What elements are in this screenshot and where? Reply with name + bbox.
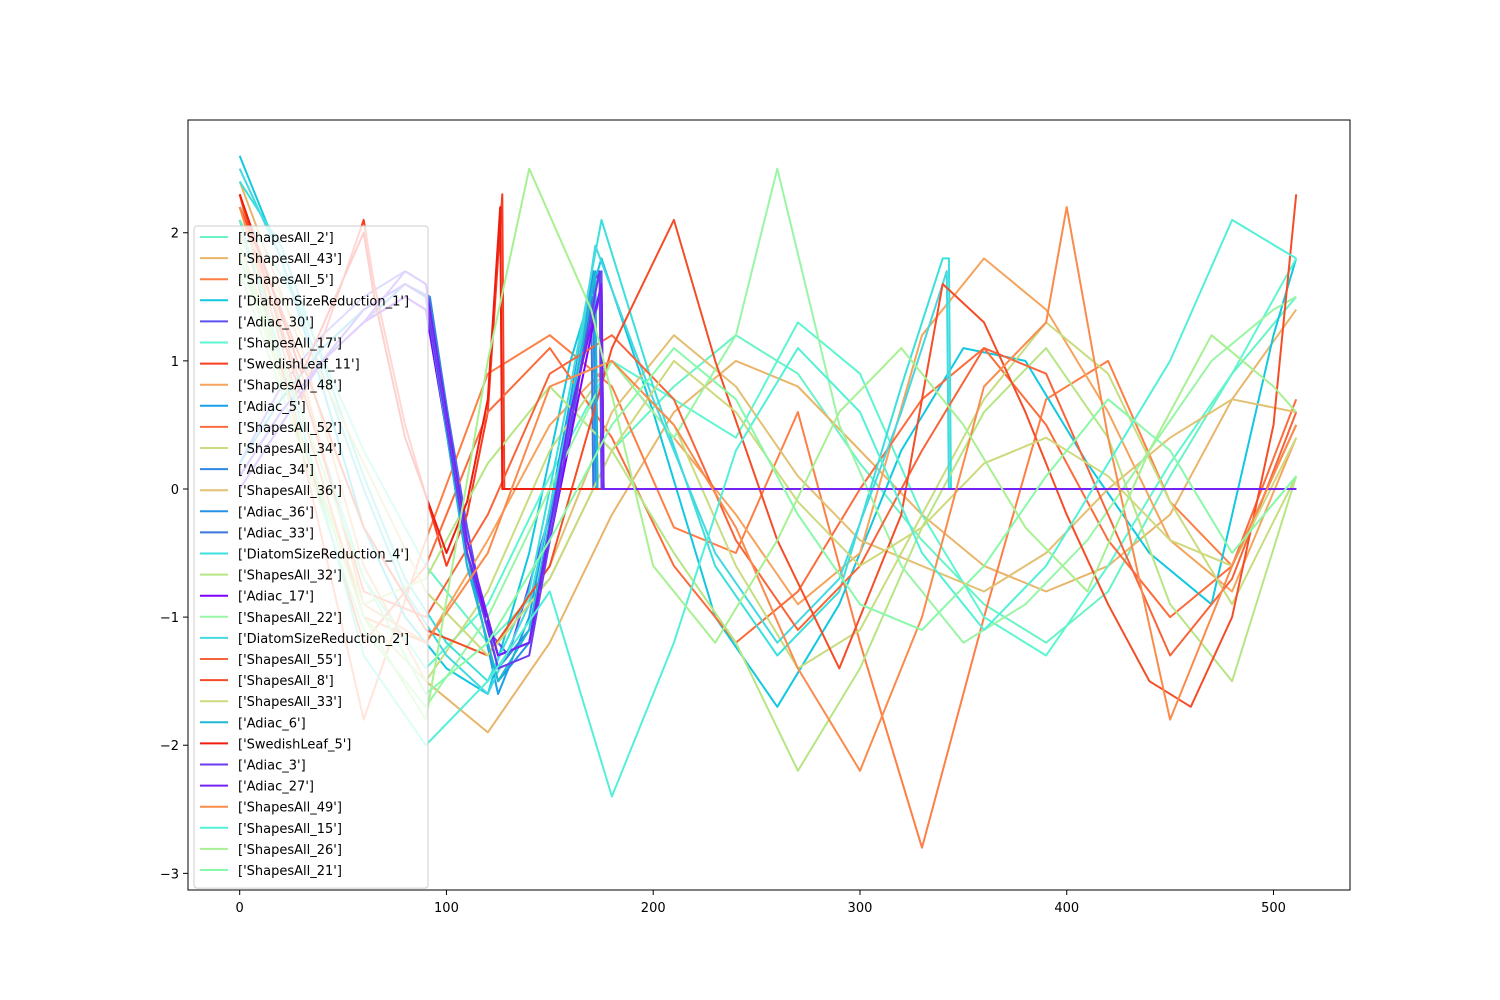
legend-label: ['ShapesAll_5'] xyxy=(238,273,334,288)
legend-label: ['SwedishLeaf_11'] xyxy=(238,358,360,373)
x-tick-label: 500 xyxy=(1261,901,1286,916)
legend-entry: ['ShapesAll_21'] xyxy=(200,864,342,879)
legend-label: ['DiatomSizeReduction_2'] xyxy=(238,632,409,647)
legend-label: ['Adiac_34'] xyxy=(238,463,314,478)
legend-entry: ['ShapesAll_22'] xyxy=(200,611,342,626)
legend-label: ['ShapesAll_21'] xyxy=(238,864,342,879)
legend-entry: ['Adiac_3'] xyxy=(200,759,306,774)
legend-label: ['Adiac_30'] xyxy=(238,315,314,330)
legend-entry: ['ShapesAll_8'] xyxy=(200,674,334,689)
legend-entry: ['ShapesAll_52'] xyxy=(200,421,342,436)
legend-label: ['Adiac_33'] xyxy=(238,526,314,541)
legend-label: ['ShapesAll_32'] xyxy=(238,569,342,584)
legend-entry: ['ShapesAll_34'] xyxy=(200,442,342,457)
legend-entry: ['Adiac_33'] xyxy=(200,526,314,541)
legend-label: ['ShapesAll_26'] xyxy=(238,843,342,858)
legend-entry: ['ShapesAll_55'] xyxy=(200,653,342,668)
y-tick-label: −3 xyxy=(160,867,179,882)
legend-entry: ['ShapesAll_2'] xyxy=(200,231,334,246)
x-tick-label: 400 xyxy=(1054,901,1079,916)
legend-label: ['ShapesAll_52'] xyxy=(238,421,342,436)
legend-entry: ['ShapesAll_43'] xyxy=(200,252,342,267)
legend-box xyxy=(193,225,429,889)
legend-entry: ['ShapesAll_48'] xyxy=(200,379,342,394)
x-tick-label: 100 xyxy=(434,901,459,916)
legend-label: ['ShapesAll_33'] xyxy=(238,695,342,710)
legend-label: ['Adiac_17'] xyxy=(238,590,314,605)
legend-entry: ['ShapesAll_17'] xyxy=(200,337,342,352)
legend-label: ['ShapesAll_49'] xyxy=(238,801,342,816)
y-tick-label: −1 xyxy=(160,611,179,626)
legend-label: ['ShapesAll_17'] xyxy=(238,337,342,352)
legend-label: ['Adiac_5'] xyxy=(238,400,306,415)
plot-frame xyxy=(187,119,1351,891)
legend-entry: ['Adiac_36'] xyxy=(200,505,314,520)
legend-label: ['Adiac_3'] xyxy=(238,759,306,774)
legend-entry: ['ShapesAll_5'] xyxy=(200,273,334,288)
legend-label: ['Adiac_6'] xyxy=(238,716,306,731)
legend: ['ShapesAll_2'] ['ShapesAll_43'] ['ShapesA… xyxy=(193,225,429,889)
legend-entry: ['DiatomSizeReduction_2'] xyxy=(200,632,409,647)
legend-entry: ['ShapesAll_36'] xyxy=(200,484,342,499)
legend-label: ['DiatomSizeReduction_1'] xyxy=(238,294,409,309)
legend-label: ['SwedishLeaf_5'] xyxy=(238,737,351,752)
y-tick-label: −2 xyxy=(160,739,179,754)
legend-entry: ['SwedishLeaf_11'] xyxy=(200,358,360,373)
legend-entry: ['ShapesAll_32'] xyxy=(200,569,342,584)
legend-label: ['ShapesAll_15'] xyxy=(238,822,342,837)
legend-label: ['Adiac_36'] xyxy=(238,505,314,520)
y-axis: −3 −2 −1 0 1 2 xyxy=(160,227,188,882)
legend-label: ['ShapesAll_34'] xyxy=(238,442,342,457)
legend-label: ['ShapesAll_8'] xyxy=(238,674,334,689)
legend-entry: ['ShapesAll_15'] xyxy=(200,822,342,837)
x-axis: 0 100 200 300 400 500 xyxy=(236,890,1286,916)
legend-label: ['ShapesAll_43'] xyxy=(238,252,342,267)
legend-entry: ['Adiac_17'] xyxy=(200,590,314,605)
legend-entry: ['Adiac_27'] xyxy=(200,780,314,795)
legend-label: ['ShapesAll_22'] xyxy=(238,611,342,626)
legend-entry: ['Adiac_34'] xyxy=(200,463,314,478)
legend-label: ['ShapesAll_55'] xyxy=(238,653,342,668)
legend-label: ['ShapesAll_36'] xyxy=(238,484,342,499)
x-tick-label: 200 xyxy=(641,901,666,916)
legend-entry: ['Adiac_30'] xyxy=(200,315,314,330)
legend-label: ['DiatomSizeReduction_4'] xyxy=(238,548,409,563)
y-tick-label: 1 xyxy=(171,355,179,370)
legend-entry: ['DiatomSizeReduction_1'] xyxy=(200,294,409,309)
x-tick-label: 300 xyxy=(848,901,873,916)
legend-entry: ['SwedishLeaf_5'] xyxy=(200,737,351,752)
legend-entry: ['Adiac_5'] xyxy=(200,400,306,415)
legend-entry: ['DiatomSizeReduction_4'] xyxy=(200,548,409,563)
legend-label: ['Adiac_27'] xyxy=(238,780,314,795)
legend-entry: ['ShapesAll_26'] xyxy=(200,843,342,858)
x-tick-label: 0 xyxy=(236,901,244,916)
y-tick-label: 2 xyxy=(171,227,179,242)
series-line-21 xyxy=(238,194,1298,708)
legend-entry: ['ShapesAll_49'] xyxy=(200,801,342,816)
legend-label: ['ShapesAll_2'] xyxy=(238,231,334,246)
y-tick-label: 0 xyxy=(171,483,179,498)
legend-entry: ['ShapesAll_33'] xyxy=(200,695,342,710)
legend-entry: ['Adiac_6'] xyxy=(200,716,306,731)
legend-label: ['ShapesAll_48'] xyxy=(238,379,342,394)
